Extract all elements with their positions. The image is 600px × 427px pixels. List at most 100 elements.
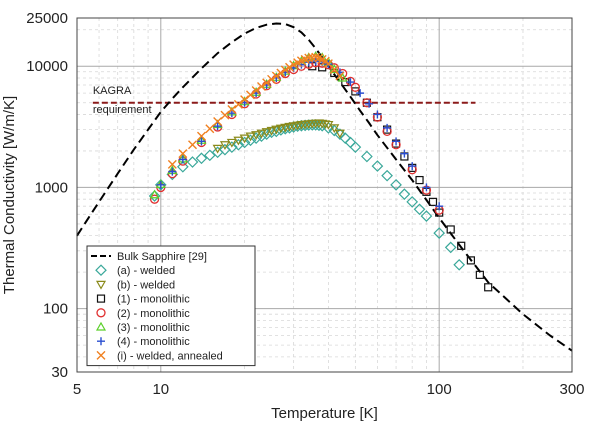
legend-label: (1) - monolithic: [117, 294, 190, 306]
data-point: [205, 124, 215, 134]
data-point: [329, 63, 339, 73]
data-point: [256, 129, 267, 139]
legend-label: Bulk Sapphire [29]: [117, 251, 207, 263]
y-tick-label: 1000: [35, 179, 68, 196]
data-point: [212, 144, 223, 154]
annotations: KAGRA requirement: [93, 85, 152, 116]
data-point: [197, 137, 206, 146]
legend-marker: [95, 264, 107, 277]
data-point: [428, 197, 438, 206]
y-tick-label: 30: [51, 364, 68, 381]
data-point: [226, 138, 237, 148]
data-point: [188, 140, 198, 150]
data-point: [346, 78, 355, 87]
data-point: [219, 141, 230, 150]
data-point: [356, 89, 365, 98]
data-point: [415, 175, 424, 185]
data-point: [203, 149, 216, 162]
y-tick-label: 25000: [26, 10, 68, 27]
data-point: [262, 78, 272, 88]
data-point: [383, 123, 392, 132]
data-point: [280, 123, 291, 133]
data-point: [227, 104, 237, 114]
data-point: [280, 65, 290, 75]
x-tick-label: 300: [559, 381, 584, 398]
data-point: [149, 194, 160, 204]
annotation-text: requirement: [93, 104, 152, 116]
x-tick-label: 5: [73, 381, 81, 398]
series-lines: [76, 22, 573, 352]
data-point: [408, 162, 417, 171]
data-point: [329, 124, 340, 134]
data-point: [154, 179, 167, 191]
data-point: [195, 152, 208, 165]
axis-tick-labels: 5 10 100 300 30 100 1000 10000 25000: [26, 10, 584, 398]
data-point: [149, 189, 160, 199]
data-point: [238, 136, 251, 149]
data-point: [267, 74, 277, 84]
data-point: [311, 52, 321, 62]
data-point: [176, 160, 189, 173]
data-point: [148, 190, 161, 202]
legend-marker: [96, 350, 106, 360]
data-point: [261, 128, 272, 137]
legend-label: (4) - monolithic: [117, 336, 190, 348]
data-point: [320, 120, 331, 130]
data-point: [475, 270, 484, 279]
data-point: [227, 109, 236, 118]
data-point: [317, 119, 328, 129]
data-point: [457, 241, 466, 250]
legend-marker: [96, 294, 106, 303]
data-point: [362, 98, 372, 108]
data-point: [365, 99, 374, 108]
data-point: [233, 136, 244, 146]
data-point: [271, 71, 281, 81]
data-point: [168, 167, 177, 176]
data-point: [178, 149, 188, 159]
legend: Bulk Sapphire [29] (a) - welded (b) - weld…: [86, 245, 256, 367]
legend-marker: [95, 280, 107, 290]
data-point: [285, 62, 295, 72]
legend-label: (2) - monolithic: [117, 308, 190, 320]
data-point: [220, 110, 230, 120]
annotation-text: KAGRA: [93, 85, 132, 97]
data-point: [245, 132, 256, 142]
data-point: [196, 131, 206, 141]
data-point: [351, 87, 360, 96]
data-point: [186, 156, 199, 168]
data-point: [381, 169, 393, 182]
series-b-welded: [212, 119, 345, 154]
data-point: [271, 125, 282, 135]
data-point: [213, 122, 222, 131]
data-point: [226, 141, 238, 153]
data-point: [276, 68, 286, 78]
data-point: [275, 124, 286, 134]
data-point: [420, 210, 433, 222]
data-point: [328, 124, 341, 137]
x-axis-label: Temperature [K]: [271, 405, 378, 422]
data-point: [392, 137, 401, 146]
data-point: [167, 159, 177, 169]
data-point: [239, 134, 250, 144]
data-point: [156, 180, 165, 189]
data-point: [446, 225, 455, 234]
data-point: [400, 149, 409, 158]
legend-label: (b) - welded: [117, 279, 175, 291]
data-point: [334, 129, 345, 139]
series-line-bulk-sapphire-29: [76, 22, 573, 352]
data-point: [433, 227, 446, 239]
data-point: [390, 179, 402, 191]
legend-label: (a) - welded: [117, 265, 175, 277]
data-point: [444, 241, 457, 254]
data-point: [240, 95, 250, 105]
plot-frame: [76, 17, 573, 373]
data-point: [251, 131, 262, 140]
data-point: [178, 155, 187, 164]
data-point: [329, 64, 340, 74]
data-point: [257, 82, 266, 92]
x-tick-label: 10: [152, 381, 169, 398]
data-point: [413, 203, 426, 216]
data-point: [398, 188, 411, 201]
data-point: [349, 141, 362, 153]
data-point: [435, 202, 444, 211]
